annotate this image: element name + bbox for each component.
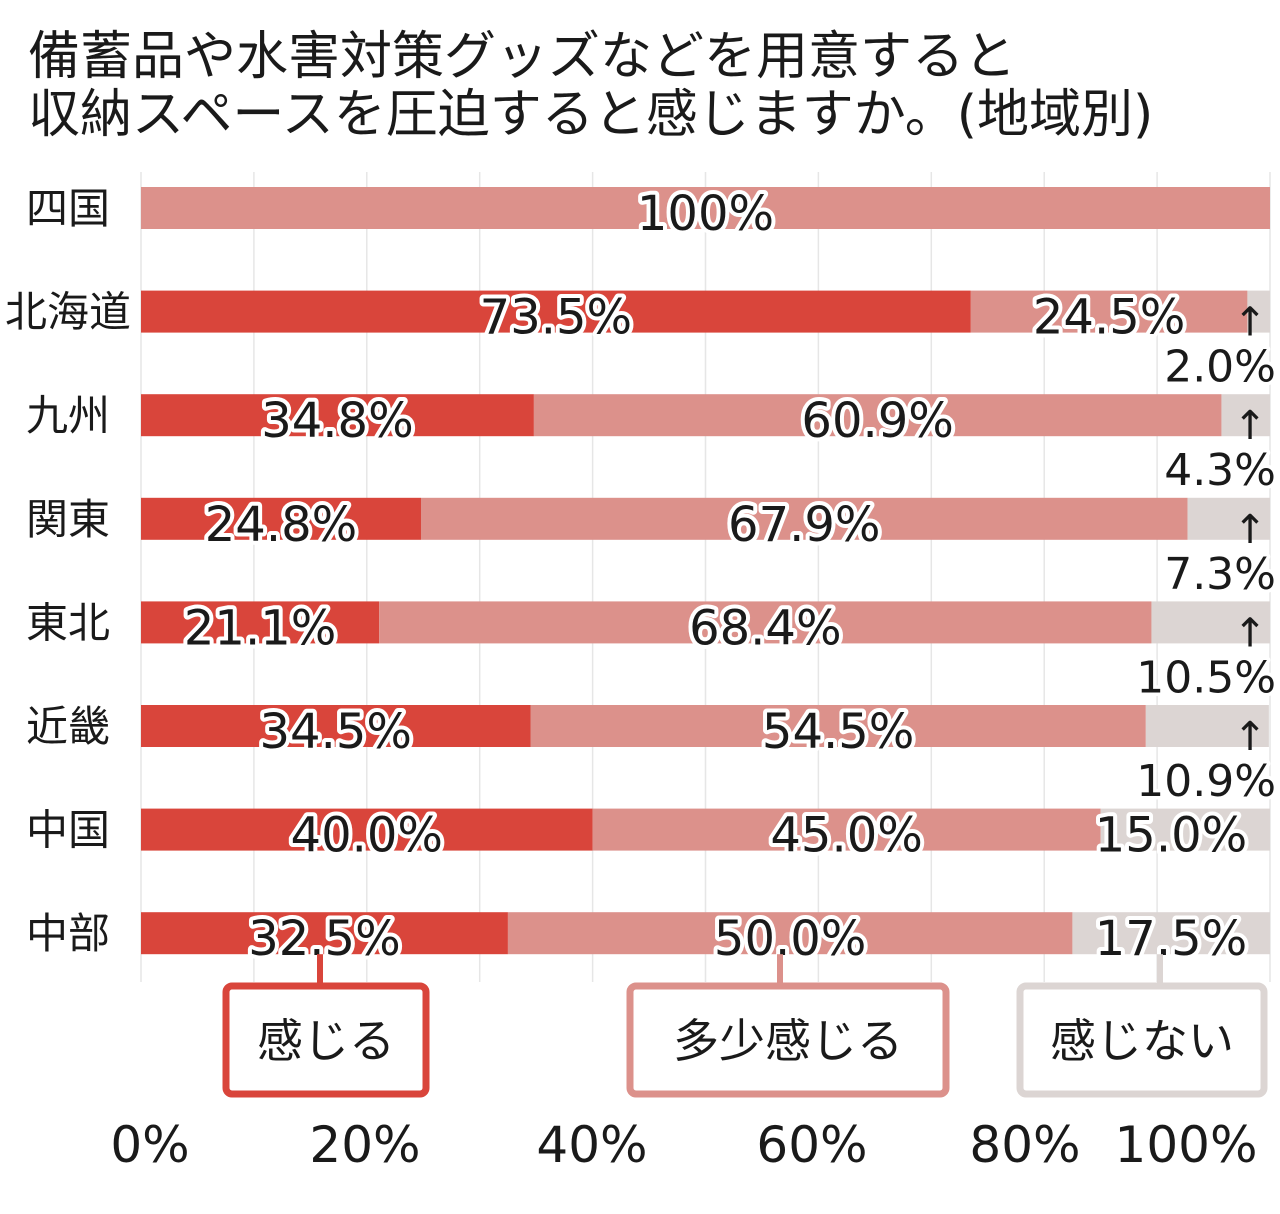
label-arrow: ↑ (1233, 714, 1267, 760)
legend-label: 多少感じる (673, 1014, 903, 1068)
data-label: 67.9% (728, 497, 880, 553)
legend-label: 感じる (257, 1014, 395, 1068)
data-label: 73.5% (480, 290, 632, 346)
data-label: 45.0% (770, 808, 922, 864)
bar-segment (1100, 808, 1270, 851)
data-label: 4.3% (1164, 445, 1276, 496)
bar-segment (141, 601, 380, 644)
bar-segment (141, 497, 421, 540)
data-labels: 100%73.5% 24.5% ↑2.0%34.8% 60.9% ↑4.3%24.8% 6… (180, 182, 1280, 971)
x-tick-label: 40% (536, 1116, 647, 1174)
chart-title-line-1: 備蓄品や水害対策グッズなどを用意すると (28, 27, 1017, 87)
bar-segment (1072, 912, 1270, 955)
bar-segment (970, 290, 1248, 333)
category-label: 東北 (26, 598, 110, 647)
x-tick-label: 20% (309, 1116, 420, 1174)
x-axis-tick-labels: 0% 20% 40% 60% 80% 100% (110, 1116, 1257, 1174)
bar-segment (533, 394, 1222, 437)
data-label: 100% (637, 186, 774, 242)
legend-box (626, 982, 950, 1098)
category-label: 関東 (26, 495, 110, 544)
data-label: 54.5% (762, 704, 914, 760)
category-label: 四国 (26, 184, 110, 233)
x-tick-label: 100% (1115, 1116, 1258, 1174)
label-arrow: ↑ (1233, 300, 1267, 346)
data-label: 40.0% (291, 808, 443, 864)
bar-segment (1221, 394, 1270, 437)
category-label: 近畿 (26, 702, 110, 751)
category-label: 北海道 (5, 288, 131, 337)
bar-segment (141, 912, 508, 955)
data-label: 68.4% (689, 600, 841, 656)
bar-segment (141, 394, 534, 437)
data-label: 32.5% (248, 911, 400, 967)
bar-segment (420, 497, 1188, 540)
bar-segment (530, 705, 1146, 747)
data-label: 17.5% (1095, 911, 1247, 967)
chart-title: 備蓄品や水害対策グッズなどを用意すると 収納スペースを圧迫すると感じますか。(地… (28, 28, 1268, 144)
legend-box (222, 982, 430, 1098)
bar-segment (1151, 601, 1270, 644)
bar-segment (141, 290, 971, 333)
bar-segment (379, 601, 1152, 644)
data-label: 7.3% (1164, 549, 1276, 600)
data-label: 34.8% (261, 393, 413, 449)
bar-segment (1145, 705, 1269, 747)
legend-box (1016, 982, 1268, 1098)
data-label: 21.1% (184, 600, 336, 656)
bar-segment (141, 187, 1270, 229)
legend: 感じる 多少感じる 感じない (222, 954, 1268, 1098)
bar-segment (1247, 290, 1270, 333)
bar-segment (141, 808, 593, 851)
data-label: 10.9% (1136, 756, 1276, 807)
data-label: 60.9% (801, 393, 953, 449)
data-label: 34.5% (260, 704, 412, 760)
category-label: 九州 (26, 391, 110, 440)
label-arrow: ↑ (1233, 610, 1267, 656)
x-tick-label: 60% (756, 1116, 867, 1174)
category-label: 中国 (26, 806, 110, 855)
bar-segment (592, 808, 1101, 851)
category-label: 中部 (26, 909, 110, 958)
data-label: 10.5% (1136, 652, 1276, 703)
x-tick-label: 0% (110, 1116, 189, 1174)
x-tick-label: 80% (969, 1116, 1080, 1174)
bar-segment (507, 912, 1073, 955)
data-label: 50.0% (714, 911, 866, 967)
bars (141, 187, 1270, 955)
data-label: 15.0% (1095, 808, 1247, 864)
label-arrow: ↑ (1233, 507, 1267, 553)
bar-segment (141, 705, 531, 747)
bar-segment (1187, 497, 1270, 540)
data-label: 24.8% (205, 497, 357, 553)
data-label: 2.0% (1164, 342, 1276, 393)
legend-label: 感じない (1050, 1014, 1234, 1068)
data-label: 24.5% (1033, 290, 1185, 346)
chart-title-line-2: 収納スペースを圧迫すると感じますか。(地域別) (28, 85, 1154, 145)
label-arrow: ↑ (1233, 403, 1267, 449)
